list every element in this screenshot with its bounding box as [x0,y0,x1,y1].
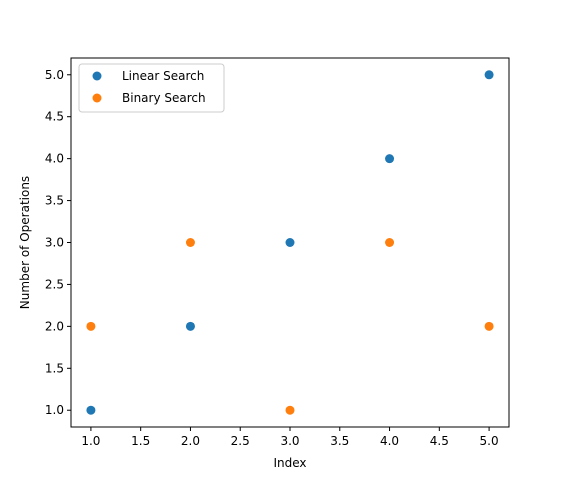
x-tick-label: 1.0 [81,434,100,448]
point-binary-search [86,321,96,331]
x-tick-label: 3.5 [330,434,349,448]
x-tick-label: 3.0 [280,434,299,448]
x-tick-label: 4.0 [380,434,399,448]
point-binary-search [484,321,494,331]
legend-marker-linear-search [92,71,102,81]
point-linear-search [86,405,96,415]
x-axis-label: Index [273,456,306,470]
y-axis-label: Number of Operations [18,176,32,309]
y-tick-label: 4.5 [45,110,64,124]
y-tick-label: 2.5 [45,277,64,291]
legend: Linear Search Binary Search [78,63,225,113]
y-tick-label: 2.0 [45,319,64,333]
y-axis-ticks: 1.0 1.5 2.0 2.5 3.0 3.5 4.0 4.5 5.0 [45,68,71,417]
data-points [86,70,494,415]
x-tick-label: 5.0 [480,434,499,448]
x-tick-label: 2.5 [231,434,250,448]
legend-label-linear-search: Linear Search [122,69,204,83]
legend-marker-binary-search [92,93,102,103]
legend-label-binary-search: Binary Search [122,91,206,105]
point-binary-search [385,238,395,247]
y-tick-label: 5.0 [45,68,64,82]
x-axis-ticks: 1.0 1.5 2.0 2.5 3.0 3.5 4.0 4.5 5.0 [81,427,499,448]
y-tick-label: 1.5 [45,361,64,375]
x-tick-label: 1.5 [131,434,150,448]
y-tick-label: 3.0 [45,236,64,250]
point-binary-search [185,238,195,247]
y-tick-label: 4.0 [45,152,64,166]
x-tick-label: 2.0 [181,434,200,448]
point-linear-search [185,321,195,331]
point-linear-search [484,70,494,80]
x-tick-label: 4.5 [430,434,449,448]
legend-frame [78,63,225,113]
point-binary-search [285,405,295,415]
point-linear-search [385,154,395,164]
y-tick-label: 1.0 [45,403,64,417]
y-tick-label: 3.5 [45,194,64,208]
point-linear-search [285,238,295,247]
